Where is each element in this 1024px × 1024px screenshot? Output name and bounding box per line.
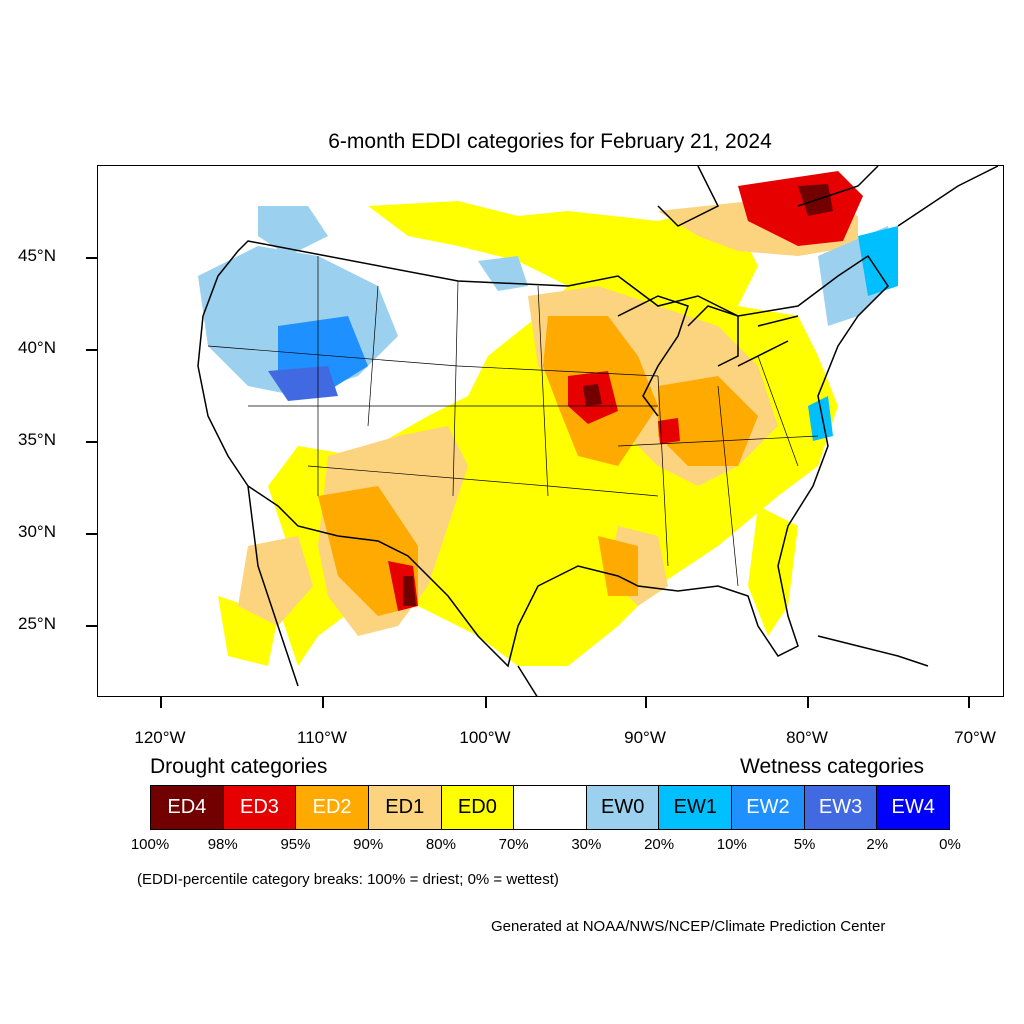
lon-label-90: 90°W — [624, 728, 666, 747]
percentile-break: 2% — [866, 836, 889, 853]
category-legend: ED4 ED3 ED2 ED1 ED0 EW0 EW1 EW2 EW3 EW4 — [150, 785, 950, 830]
blue-ew1-regions — [808, 226, 898, 441]
lon-label-80: 80°W — [786, 728, 828, 747]
legend-cell-ed3: ED3 — [223, 786, 297, 829]
lon-label-110: 110°W — [297, 728, 347, 747]
mexico-coast — [247, 485, 538, 696]
cuba — [817, 635, 929, 667]
legend-cell-ed0: ED0 — [441, 786, 515, 829]
lat-label-35: 35°N — [18, 430, 56, 449]
lat-label-30: 30°N — [18, 522, 56, 541]
lat-tick — [86, 533, 97, 535]
lat-tick — [86, 349, 97, 351]
wetness-heading: Wetness categories — [740, 755, 925, 778]
eddi-map — [97, 165, 1004, 697]
percentile-break: 98% — [207, 836, 238, 853]
lon-tick — [645, 697, 647, 708]
legend-cell-ed1: ED1 — [368, 786, 442, 829]
percentile-break: 100% — [130, 836, 170, 853]
map-canvas — [197, 166, 999, 696]
boundaries — [197, 166, 999, 696]
percentile-break: 90% — [353, 836, 384, 853]
lon-tick — [322, 697, 324, 708]
map-title: 6-month EDDI categories for February 21,… — [328, 130, 772, 153]
lon-tick — [485, 697, 487, 708]
credit-line: Generated at NOAA/NWS/NCEP/Climate Predi… — [491, 918, 886, 935]
percentile-break: 20% — [644, 836, 675, 853]
lon-label-100: 100°W — [459, 728, 511, 747]
percentile-break: 0% — [939, 836, 961, 853]
lon-tick — [968, 697, 970, 708]
legend-cell-ew4: EW4 — [877, 786, 950, 829]
lon-label-70: 70°W — [954, 728, 996, 747]
legend-cell-ew3: EW3 — [804, 786, 878, 829]
lat-tick — [86, 625, 97, 627]
legend-cell-ew1: EW1 — [659, 786, 733, 829]
percentile-break: 30% — [571, 836, 602, 853]
lat-label-25: 25°N — [18, 614, 56, 633]
legend-cell-neutral — [514, 786, 587, 829]
breaks-note: (EDDI-percentile category breaks: 100% =… — [137, 871, 559, 888]
percentile-break: 80% — [425, 836, 456, 853]
canada-coast — [657, 166, 999, 227]
great-lakes — [617, 295, 799, 417]
state-lines — [207, 256, 819, 587]
legend-cell-ew0: EW0 — [586, 786, 660, 829]
percentile-break: 70% — [498, 836, 529, 853]
lat-label-45: 45°N — [18, 246, 56, 265]
legend-cell-ed4: ED4 — [151, 786, 224, 829]
drought-heading: Drought categories — [150, 755, 328, 778]
lat-label-40: 40°N — [18, 338, 56, 357]
legend-cell-ew2: EW2 — [732, 786, 805, 829]
blue-ew3-regions — [268, 366, 338, 401]
percentile-break: 10% — [716, 836, 747, 853]
lat-tick — [86, 441, 97, 443]
us-outline — [197, 240, 889, 668]
legend-cell-ed2: ED2 — [296, 786, 369, 829]
lon-label-120: 120°W — [134, 728, 186, 747]
lat-tick — [86, 257, 97, 259]
percentile-break: 95% — [280, 836, 311, 853]
lon-tick — [160, 697, 162, 708]
lon-tick — [807, 697, 809, 708]
percentile-break: 5% — [793, 836, 816, 853]
